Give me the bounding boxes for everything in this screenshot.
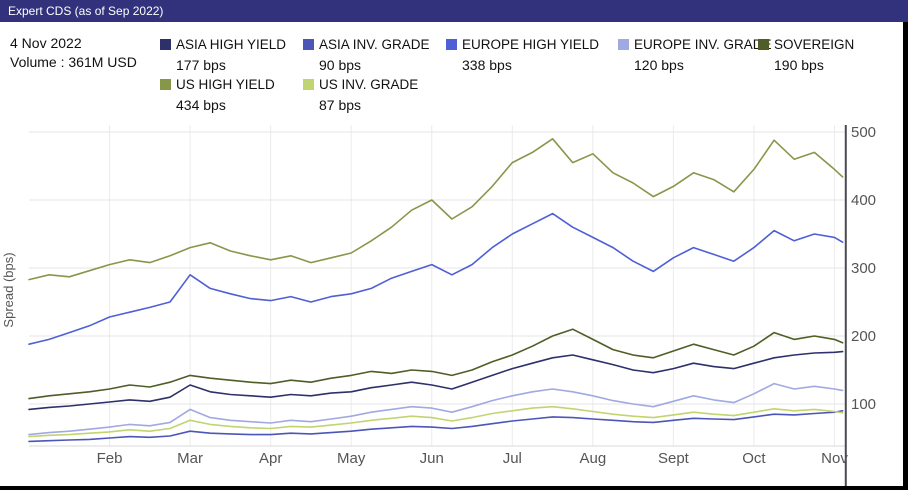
legend-item-asia-inv-grade[interactable]: ASIA INV. GRADE 90 bps: [303, 36, 430, 73]
y-tick-label: 400: [851, 192, 876, 209]
legend-label: US HIGH YIELD: [176, 77, 275, 92]
y-tick-label: 500: [851, 124, 876, 141]
y-tick-label: 200: [851, 328, 876, 345]
y-tick-label: 100: [851, 396, 876, 413]
series-line-asia-inv-grade: [28, 409, 844, 443]
x-tick-label: Apr: [259, 450, 282, 467]
x-tick-label: Aug: [579, 450, 606, 467]
legend-value: 120 bps: [634, 57, 684, 73]
series-line-europe-inv-grade: [28, 382, 844, 436]
window-title: Expert CDS (as of Sep 2022): [8, 4, 164, 18]
info-block: 4 Nov 2022 Volume : 361M USD: [10, 34, 137, 72]
legend-swatch-asia-inv-grade-icon: [303, 39, 314, 50]
legend-value: 90 bps: [319, 57, 362, 73]
legend-swatch-us-inv-grade-icon: [303, 79, 314, 90]
spread-line-chart[interactable]: 100 200 300 400 500 Feb Mar Apr May Jun Jul Aug Sept…: [0, 115, 903, 486]
x-tick-label: Sept: [658, 450, 690, 467]
legend-item-us-inv-grade[interactable]: US INV. GRADE 87 bps: [303, 76, 418, 113]
date-label: 4 Nov 2022: [10, 35, 82, 51]
y-axis-title: Spread (bps): [1, 252, 16, 327]
legend-item-asia-high-yield[interactable]: ASIA HIGH YIELD 177 bps: [160, 36, 286, 73]
x-tick-label: Feb: [97, 450, 123, 467]
legend-label: EUROPE HIGH YIELD: [462, 37, 600, 52]
legend-label: ASIA INV. GRADE: [319, 37, 430, 52]
legend-swatch-asia-high-yield-icon: [160, 39, 171, 50]
legend-item-us-high-yield[interactable]: US HIGH YIELD 434 bps: [160, 76, 275, 113]
x-tick-label: Mar: [177, 450, 203, 467]
series-line-us-high-yield: [28, 137, 844, 281]
legend-item-europe-inv-grade[interactable]: EUROPE INV. GRADE 120 bps: [618, 36, 772, 73]
legend-swatch-us-high-yield-icon: [160, 79, 171, 90]
x-tick-label: Jul: [503, 450, 522, 467]
series-line-sovereign: [28, 328, 844, 400]
legend-value: 87 bps: [319, 97, 362, 113]
x-tick-label: Oct: [742, 450, 766, 467]
legend-label: SOVEREIGN: [774, 37, 855, 52]
legend-label: US INV. GRADE: [319, 77, 419, 92]
legend-value: 434 bps: [176, 97, 226, 113]
series-line-europe-high-yield: [28, 212, 844, 345]
y-tick-label: 300: [851, 260, 876, 277]
x-tick-label: Nov: [821, 450, 848, 467]
x-tick-label: Jun: [420, 450, 444, 467]
x-tick-label: May: [337, 450, 366, 467]
chart-panel: 4 Nov 2022 Volume : 361M USD ASIA HIGH Y…: [0, 22, 903, 486]
legend-item-sovereign[interactable]: SOVEREIGN 190 bps: [758, 36, 854, 73]
legend-item-europe-high-yield[interactable]: EUROPE HIGH YIELD 338 bps: [446, 36, 599, 73]
legend-swatch-sovereign-icon: [758, 39, 769, 50]
window-title-bar: Expert CDS (as of Sep 2022): [0, 0, 908, 22]
series-line-asia-high-yield: [28, 350, 844, 411]
legend-swatch-europe-high-yield-icon: [446, 39, 457, 50]
legend-value: 338 bps: [462, 57, 512, 73]
legend-label: ASIA HIGH YIELD: [176, 37, 287, 52]
volume-label: Volume : 361M USD: [10, 54, 137, 70]
legend-value: 177 bps: [176, 57, 226, 73]
series-line-us-inv-grade: [28, 405, 844, 438]
legend-label: EUROPE INV. GRADE: [634, 37, 772, 52]
legend-value: 190 bps: [774, 57, 824, 73]
legend-swatch-europe-inv-grade-icon: [618, 39, 629, 50]
